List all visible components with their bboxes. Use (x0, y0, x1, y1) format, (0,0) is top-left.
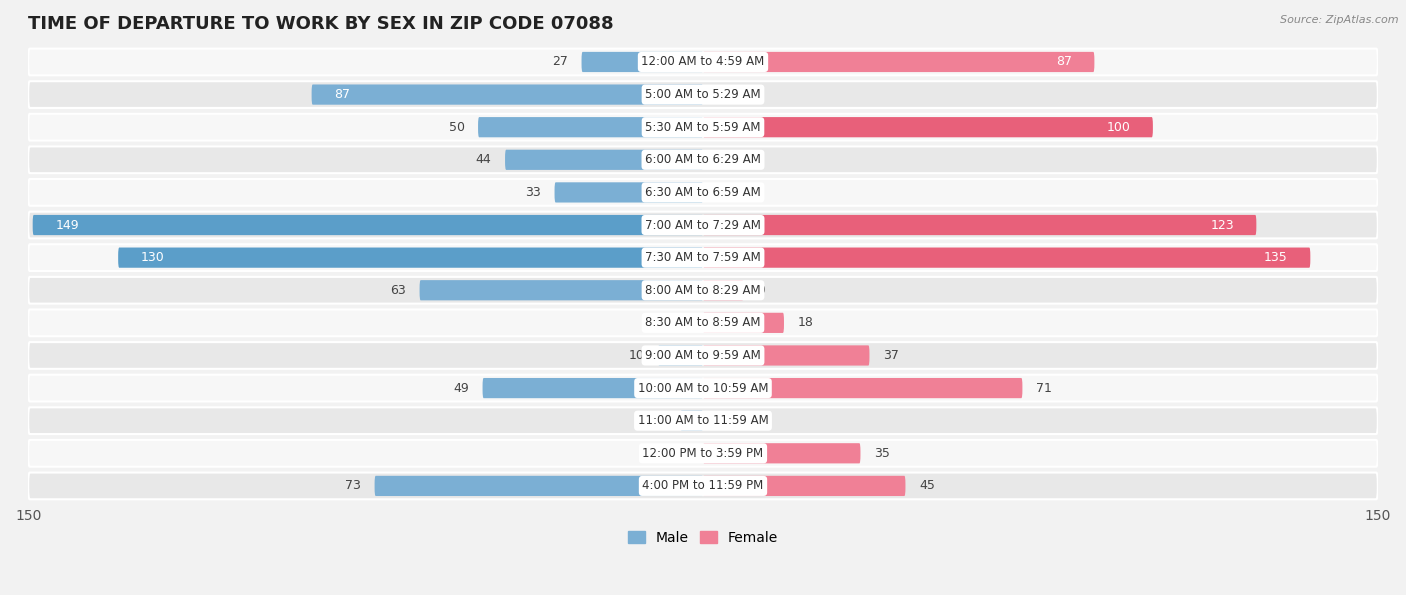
FancyBboxPatch shape (118, 248, 703, 268)
FancyBboxPatch shape (28, 245, 1378, 271)
Text: Source: ZipAtlas.com: Source: ZipAtlas.com (1281, 15, 1399, 25)
Text: 49: 49 (453, 381, 470, 394)
Text: 0: 0 (682, 317, 689, 330)
Text: 12:00 PM to 3:59 PM: 12:00 PM to 3:59 PM (643, 447, 763, 460)
Text: 0: 0 (682, 447, 689, 460)
Text: 130: 130 (141, 251, 165, 264)
FancyBboxPatch shape (703, 280, 744, 300)
Text: 87: 87 (1056, 55, 1071, 68)
FancyBboxPatch shape (681, 411, 703, 431)
FancyBboxPatch shape (28, 212, 1378, 239)
Text: 6:00 AM to 6:29 AM: 6:00 AM to 6:29 AM (645, 154, 761, 167)
FancyBboxPatch shape (28, 472, 1378, 499)
Text: 149: 149 (55, 218, 79, 231)
Text: 4:00 PM to 11:59 PM: 4:00 PM to 11:59 PM (643, 480, 763, 493)
Text: 35: 35 (875, 447, 890, 460)
FancyBboxPatch shape (703, 313, 785, 333)
FancyBboxPatch shape (28, 49, 1378, 76)
FancyBboxPatch shape (32, 215, 703, 235)
Text: 12:00 AM to 4:59 AM: 12:00 AM to 4:59 AM (641, 55, 765, 68)
Text: TIME OF DEPARTURE TO WORK BY SEX IN ZIP CODE 07088: TIME OF DEPARTURE TO WORK BY SEX IN ZIP … (28, 15, 614, 33)
FancyBboxPatch shape (658, 345, 703, 365)
Text: 100: 100 (1107, 121, 1130, 134)
Text: 7:30 AM to 7:59 AM: 7:30 AM to 7:59 AM (645, 251, 761, 264)
FancyBboxPatch shape (28, 81, 1378, 108)
FancyBboxPatch shape (482, 378, 703, 398)
FancyBboxPatch shape (478, 117, 703, 137)
Text: 8:00 AM to 8:29 AM: 8:00 AM to 8:29 AM (645, 284, 761, 297)
FancyBboxPatch shape (28, 277, 1378, 303)
Text: 5: 5 (659, 414, 666, 427)
Text: 0: 0 (717, 154, 724, 167)
Text: 6:30 AM to 6:59 AM: 6:30 AM to 6:59 AM (645, 186, 761, 199)
Text: 87: 87 (335, 88, 350, 101)
Text: 63: 63 (391, 284, 406, 297)
FancyBboxPatch shape (312, 84, 703, 105)
Legend: Male, Female: Male, Female (623, 525, 783, 550)
Text: 10: 10 (628, 349, 644, 362)
FancyBboxPatch shape (505, 150, 703, 170)
FancyBboxPatch shape (703, 117, 1153, 137)
FancyBboxPatch shape (374, 476, 703, 496)
FancyBboxPatch shape (28, 408, 1378, 434)
Text: 11:00 AM to 11:59 AM: 11:00 AM to 11:59 AM (638, 414, 768, 427)
Text: 8:30 AM to 8:59 AM: 8:30 AM to 8:59 AM (645, 317, 761, 330)
FancyBboxPatch shape (419, 280, 703, 300)
FancyBboxPatch shape (28, 146, 1378, 173)
Text: 10:00 AM to 10:59 AM: 10:00 AM to 10:59 AM (638, 381, 768, 394)
FancyBboxPatch shape (582, 52, 703, 72)
Text: 0: 0 (717, 186, 724, 199)
Text: 7:00 AM to 7:29 AM: 7:00 AM to 7:29 AM (645, 218, 761, 231)
FancyBboxPatch shape (554, 182, 703, 202)
Text: 0: 0 (717, 88, 724, 101)
FancyBboxPatch shape (28, 342, 1378, 369)
FancyBboxPatch shape (703, 476, 905, 496)
Text: 27: 27 (553, 55, 568, 68)
FancyBboxPatch shape (703, 52, 1094, 72)
FancyBboxPatch shape (703, 378, 1022, 398)
Text: 123: 123 (1211, 218, 1234, 231)
FancyBboxPatch shape (703, 215, 1257, 235)
Text: 5:30 AM to 5:59 AM: 5:30 AM to 5:59 AM (645, 121, 761, 134)
FancyBboxPatch shape (703, 443, 860, 464)
FancyBboxPatch shape (28, 179, 1378, 206)
Text: 44: 44 (475, 154, 492, 167)
Text: 5:00 AM to 5:29 AM: 5:00 AM to 5:29 AM (645, 88, 761, 101)
Text: 18: 18 (797, 317, 813, 330)
FancyBboxPatch shape (28, 375, 1378, 402)
FancyBboxPatch shape (28, 440, 1378, 466)
Text: 71: 71 (1036, 381, 1052, 394)
FancyBboxPatch shape (703, 248, 1310, 268)
Text: 73: 73 (346, 480, 361, 493)
Text: 37: 37 (883, 349, 898, 362)
FancyBboxPatch shape (703, 345, 869, 365)
Text: 9:00 AM to 9:59 AM: 9:00 AM to 9:59 AM (645, 349, 761, 362)
Text: 45: 45 (920, 480, 935, 493)
Text: 0: 0 (717, 414, 724, 427)
Text: 135: 135 (1264, 251, 1288, 264)
FancyBboxPatch shape (28, 309, 1378, 336)
Text: 50: 50 (449, 121, 464, 134)
FancyBboxPatch shape (28, 114, 1378, 140)
Text: 9: 9 (756, 284, 765, 297)
Text: 33: 33 (526, 186, 541, 199)
